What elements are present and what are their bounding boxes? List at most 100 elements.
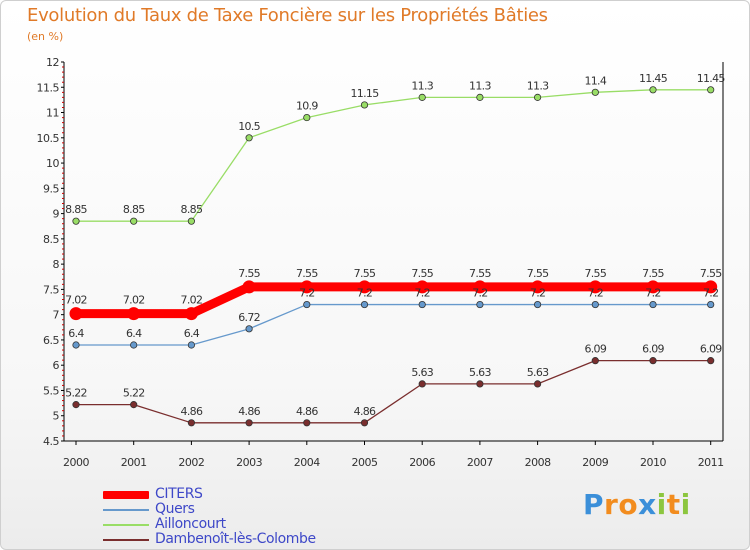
y-tick-label: 7 [53, 309, 60, 322]
data-label: 7.2 [299, 287, 314, 300]
data-label: 6.4 [126, 327, 142, 340]
data-point [72, 341, 80, 349]
data-label: 7.55 [469, 267, 491, 280]
data-point [130, 401, 138, 409]
data-label: 7.55 [411, 267, 433, 280]
data-label: 8.85 [181, 203, 203, 216]
y-tick-label: 5.5 [43, 384, 59, 397]
data-point [130, 341, 138, 349]
data-point [245, 134, 253, 142]
data-point [476, 93, 484, 101]
x-tick-label: 2000 [63, 456, 89, 469]
data-label: 11.3 [469, 79, 491, 92]
data-label: 4.86 [238, 405, 260, 418]
data-labels-group: 5.22 5.22 4.86 4.86 4.86 4.86 5.63 5.63 5.63 6.09… [65, 72, 726, 418]
data-label: 7.2 [357, 287, 372, 300]
data-point [358, 280, 371, 294]
x-tick-label: 2003 [236, 456, 262, 469]
data-label: 6.4 [68, 327, 84, 340]
brand-letter: i [680, 488, 691, 521]
chart-title: Evolution du Taux de Taxe Foncière sur l… [27, 5, 548, 26]
data-point [533, 380, 542, 388]
data-point [591, 357, 599, 365]
data-point [649, 300, 657, 309]
data-label: 6.09 [700, 343, 722, 356]
legend-item-ailloncourt: Ailloncourt [103, 516, 363, 532]
data-point [649, 86, 657, 94]
data-label: 7.2 [703, 287, 718, 300]
data-point [187, 419, 195, 427]
series-line-dambenotlscolombe [75, 360, 712, 424]
data-point [418, 300, 426, 309]
legend-label-dambenoit: Dambenoît-lès-Colombe [155, 531, 316, 547]
data-label: 4.86 [354, 405, 376, 418]
data-point [187, 341, 195, 349]
data-label: 5.63 [527, 366, 549, 379]
data-label: 7.55 [527, 267, 549, 280]
data-label: 7.55 [584, 267, 606, 280]
brand-letter: o [618, 488, 639, 521]
y-tick-label: 12 [46, 56, 59, 69]
legend: CITERS Quers Ailloncourt Dambenoît-lès-C… [103, 486, 363, 547]
legend-swatch-quers [103, 509, 149, 511]
data-point [69, 307, 83, 321]
data-point [418, 380, 426, 388]
brand-letter: P [583, 488, 605, 521]
data-point [187, 217, 195, 225]
data-point [531, 280, 545, 294]
x-tick-label: 2004 [294, 456, 320, 469]
axes: 4.5 5 5.5 6 6.5 7 7.5 8 8.5 9 9.5 10 10.5 11 11.5 12 200… [37, 56, 725, 469]
y-tick-label: 11.5 [37, 81, 60, 94]
data-label: 7.55 [354, 267, 376, 280]
data-point [473, 280, 487, 294]
data-point [130, 217, 138, 225]
data-point [242, 280, 256, 294]
data-label: 7.2 [588, 287, 603, 300]
series-line-ailloncourt [75, 89, 712, 222]
data-label: 11.45 [639, 72, 668, 85]
data-point [707, 86, 715, 94]
legend-label-quers: Quers [155, 501, 195, 517]
data-label: 7.02 [65, 294, 87, 307]
series-group [69, 86, 718, 427]
data-label: 6.72 [238, 311, 260, 324]
y-tick-label: 10.5 [37, 132, 60, 145]
data-label: 11.3 [411, 79, 433, 92]
series-line-quers [75, 303, 712, 346]
data-point [476, 300, 484, 309]
data-label: 7.2 [645, 287, 660, 300]
x-tick-label: 2005 [352, 456, 378, 469]
data-point [245, 419, 253, 427]
data-label: 5.22 [65, 387, 87, 400]
data-label: 6.09 [584, 343, 606, 356]
legend-item-quers: Quers [103, 501, 363, 517]
data-label: 10.9 [296, 100, 318, 113]
data-point [649, 357, 657, 365]
x-tick-label: 2001 [121, 456, 147, 469]
data-label: 4.86 [296, 405, 318, 418]
x-tick-label: 2007 [467, 456, 493, 469]
y-tick-label: 6 [53, 359, 60, 372]
legend-swatch-ailloncourt [103, 524, 149, 526]
x-tick-label: 2002 [178, 456, 204, 469]
data-point [245, 325, 253, 333]
data-point [72, 401, 80, 409]
data-point [707, 300, 715, 309]
legend-swatch-dambenoit [103, 539, 149, 541]
data-point [476, 380, 484, 388]
data-label: 7.55 [700, 267, 722, 280]
data-point [360, 419, 369, 427]
y-tick-label: 11 [46, 107, 59, 120]
y-tick-label: 9 [53, 208, 60, 221]
data-label: 8.85 [123, 203, 145, 216]
y-tick-label: 10 [46, 157, 59, 170]
data-point [360, 300, 369, 309]
data-label: 5.63 [411, 366, 433, 379]
y-tick-label: 6.5 [43, 334, 59, 347]
data-label: 8.85 [65, 203, 87, 216]
y-tick-label: 9.5 [43, 182, 59, 195]
data-point [360, 101, 369, 109]
data-point [591, 88, 599, 96]
